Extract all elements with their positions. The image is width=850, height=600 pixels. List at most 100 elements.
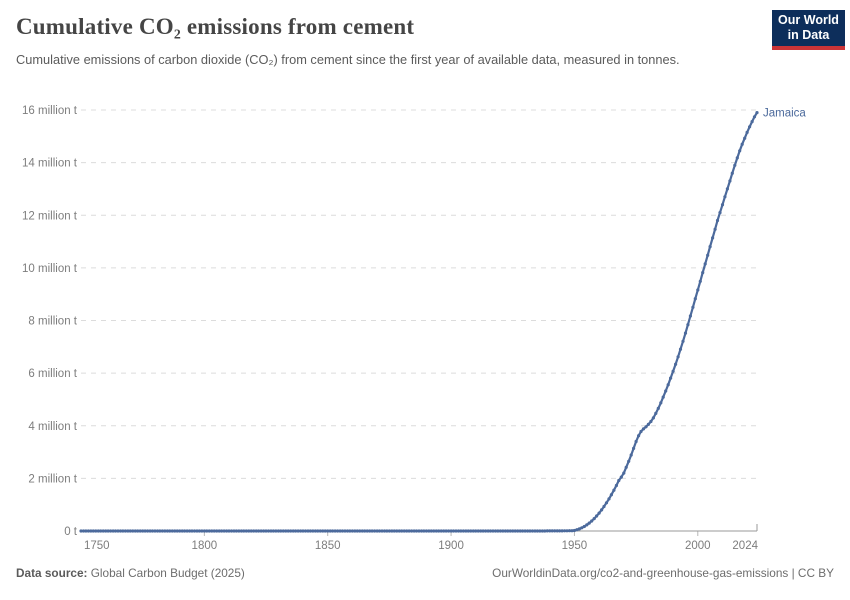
data-point [148,529,152,533]
data-point [392,529,396,533]
data-point [526,529,530,533]
data-point [410,529,414,533]
data-point [353,529,357,533]
data-point [232,529,236,533]
data-point [725,187,730,191]
data-point [301,529,305,533]
data-point [498,529,502,533]
data-point [528,529,532,533]
data-point [306,529,310,533]
data-point [508,529,512,533]
data-point [215,529,219,533]
data-point [597,511,601,515]
data-point [595,514,599,518]
x-tick-label: 2000 [685,540,711,552]
data-point [580,526,584,530]
y-tick-label: 16 million t [22,105,78,117]
data-point [666,383,670,387]
data-source-value: Global Carbon Budget (2025) [87,566,245,580]
data-point [701,271,705,275]
data-point [466,529,470,533]
data-point [311,529,315,533]
y-tick-label: 14 million t [22,158,78,170]
data-point [733,163,737,167]
data-point [109,529,113,533]
data-point [266,529,271,533]
x-tick-label: 1850 [315,540,341,552]
data-point [491,529,495,533]
data-point [575,528,579,532]
data-point [234,529,238,533]
data-point [434,529,438,533]
data-point [237,529,241,533]
data-point [271,529,275,533]
y-tick-label: 6 million t [28,368,77,380]
data-point [210,529,214,533]
data-point [427,529,431,533]
data-point [550,529,554,533]
data-point [750,120,754,124]
series-entity-label[interactable]: Jamaica [763,108,806,120]
data-point [227,529,231,533]
data-point [202,529,206,533]
data-point [570,529,574,533]
data-point [316,529,320,533]
owid-logo[interactable]: Our World in Data [772,10,845,50]
data-point [318,529,322,533]
data-point [560,529,564,533]
data-point [368,529,372,533]
y-tick-label: 2 million t [28,473,77,485]
data-point [639,429,643,434]
data-point [654,411,658,415]
x-tick-label: 1750 [84,540,110,552]
data-point [730,171,734,175]
data-point [444,529,448,533]
data-point [188,529,192,533]
data-point [141,529,145,533]
data-point [121,529,125,533]
data-point [382,529,387,533]
x-tick-label: 1800 [192,540,218,552]
data-point [461,529,465,533]
data-point [503,529,507,533]
data-point [681,339,685,343]
data-point [220,529,224,533]
data-point [279,529,283,533]
data-point [200,529,204,533]
data-point [387,529,391,533]
data-point [718,211,722,215]
data-point [340,529,345,533]
data-point [454,529,458,533]
data-point [523,529,527,533]
data-point [126,529,130,533]
data-point [328,529,332,533]
data-point [587,521,591,525]
data-point [178,529,182,533]
data-point [755,111,759,115]
data-point [585,523,589,527]
data-point [501,529,505,533]
data-point [439,529,443,533]
data-point [637,434,641,438]
data-point [538,529,542,533]
data-point [476,529,480,533]
data-point [624,465,628,469]
x-tick-label: 2024 [732,540,758,552]
data-point [225,529,229,533]
data-point [133,529,137,533]
data-point [333,529,337,533]
footer-citation-link[interactable]: OurWorldinData.org/co2-and-greenhouse-ga… [492,566,834,580]
data-point [348,529,352,533]
data-point [321,529,325,533]
data-point [229,529,234,533]
data-point [262,529,266,533]
data-point [543,529,547,533]
data-point [163,529,167,533]
data-point [683,331,688,335]
y-tick-label: 12 million t [22,210,78,222]
data-point [269,529,273,533]
data-point [745,130,749,134]
data-point [168,529,172,533]
data-point [185,529,189,533]
data-point [484,529,488,533]
